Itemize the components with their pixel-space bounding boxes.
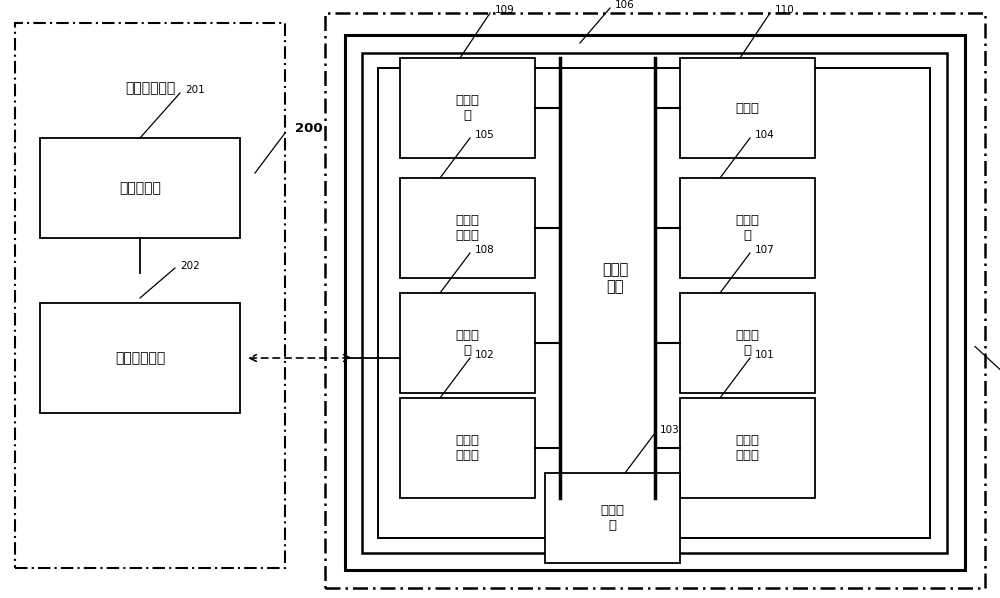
- Text: 200: 200: [295, 121, 323, 135]
- Text: 无线通信装置: 无线通信装置: [115, 351, 165, 365]
- Text: 109: 109: [495, 5, 515, 15]
- Text: 107: 107: [755, 245, 775, 255]
- Text: 202: 202: [180, 261, 200, 271]
- Bar: [400, 398, 535, 498]
- Bar: [40, 138, 240, 238]
- Bar: [680, 178, 815, 278]
- Bar: [400, 293, 535, 393]
- Text: 中央处理器: 中央处理器: [119, 181, 161, 195]
- Bar: [325, 13, 985, 588]
- Text: 104: 104: [755, 130, 775, 140]
- Bar: [40, 303, 240, 413]
- Text: 中央处
理器: 中央处 理器: [602, 262, 628, 294]
- Bar: [362, 53, 947, 553]
- Bar: [680, 293, 815, 393]
- Bar: [378, 68, 930, 538]
- Bar: [400, 178, 535, 278]
- Text: 充电电
池: 充电电 池: [600, 504, 624, 532]
- Text: 103: 103: [660, 425, 680, 435]
- Text: 108: 108: [475, 245, 495, 255]
- Bar: [680, 58, 815, 158]
- Text: 第一驱
动装置: 第一驱 动装置: [736, 434, 760, 462]
- Text: 投影装
置: 投影装 置: [736, 214, 760, 242]
- Bar: [15, 23, 285, 568]
- Bar: [680, 398, 815, 498]
- Text: 摄像装
置: 摄像装 置: [736, 329, 760, 357]
- Text: 音频装
置: 音频装 置: [456, 329, 480, 357]
- Bar: [345, 35, 965, 570]
- Bar: [400, 58, 535, 158]
- Text: 102: 102: [475, 350, 495, 360]
- Text: 存储装
置: 存储装 置: [456, 94, 480, 122]
- Text: 触控键: 触控键: [736, 102, 760, 114]
- Text: 智能移动终端: 智能移动终端: [125, 81, 175, 95]
- Text: 第二驱
动装置: 第二驱 动装置: [456, 434, 480, 462]
- Text: 105: 105: [475, 130, 495, 140]
- Text: 201: 201: [185, 85, 205, 95]
- Text: 无线通
信装置: 无线通 信装置: [456, 214, 480, 242]
- Text: 110: 110: [775, 5, 795, 15]
- Text: 106: 106: [615, 0, 635, 10]
- Text: 101: 101: [755, 350, 775, 360]
- Bar: [545, 473, 680, 563]
